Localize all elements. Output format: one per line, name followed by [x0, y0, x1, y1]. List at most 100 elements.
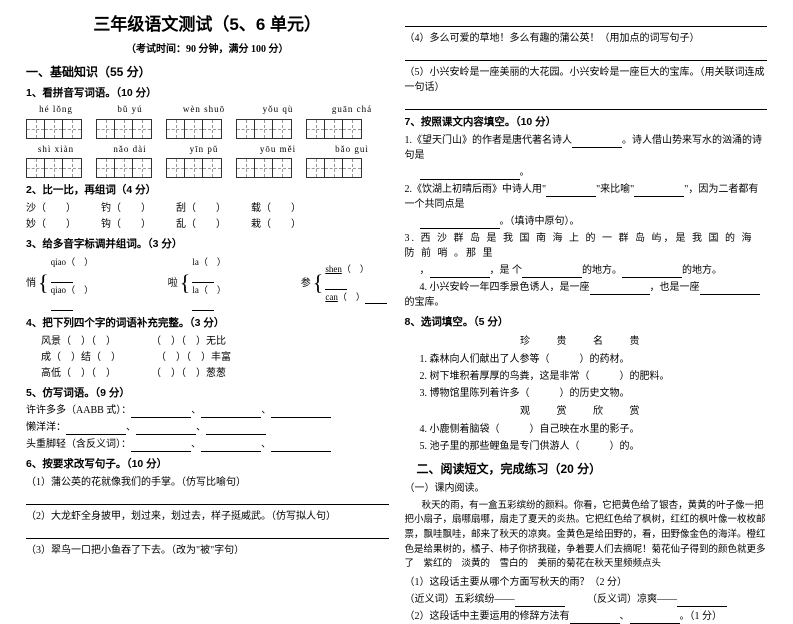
char: 悄 [26, 276, 36, 291]
idiom-blank: 成（ ）结（ ） [26, 350, 121, 365]
left-column: 三年级语文测试（5、6 单元） （考试时间：90 分钟，满分 100 分） 一、… [18, 12, 397, 577]
text: ， [420, 265, 430, 276]
idiom-blank: （ ）（ ）葱葱 [151, 366, 226, 381]
char: 啦 [168, 276, 178, 291]
q7-item: ，，是 个的地方。的地方。 [405, 263, 768, 278]
q7-item: 1.《望天门山》的作者是唐代著名诗人。诗人借山势来写水的汹涌的诗句是 [405, 133, 768, 163]
text: 3. 西 沙 群 岛 是 我 国 南 海 上 的 一 群 岛 屿，是 我 国 的… [405, 233, 754, 259]
text: 。（填诗中原句）。 [500, 216, 580, 227]
q8-item: 5. 池子里的那些鲤鱼是专门供游人（ ）的。 [405, 439, 768, 454]
tian-grid [26, 119, 82, 139]
pinyin-item: yōu měi [248, 143, 308, 157]
pinyin-item: hé lǒng [26, 103, 86, 117]
reading-passage: 秋天的雨，有一盒五彩缤纷的颜料。你看，它把黄色给了银杏，黄黄的叶子像一把把小扇子… [405, 499, 768, 573]
text: 4. 小兴安岭一年四季景色诱人，是一座 [420, 282, 590, 293]
q7-item: 。（填诗中原句）。 [405, 214, 768, 229]
q5-label: 头重脚轻（含反义词）： [26, 439, 131, 450]
q5-line: 许许多多（AABB 式）：、、 [26, 403, 389, 418]
text: 、 [620, 611, 630, 622]
text: 的宝库。 [405, 297, 445, 308]
compare-item: 妙（ ） [26, 217, 76, 232]
brace-icon: { [313, 272, 324, 294]
q5-label: 许许多多（AABB 式）： [26, 405, 131, 416]
compare-item: 乱（ ） [176, 217, 226, 232]
q8-item: 4. 小鹿侧着脑袋（ ）自己映在水里的影子。 [405, 422, 768, 437]
fill-row: 高低（ ）（ ） （ ）（ ）葱葱 [26, 366, 389, 381]
word-choices: 观 赏 欣 赏 [405, 404, 768, 419]
polyphone-item: 参 { shen（ ） can（ ） [301, 263, 389, 305]
compare-item: 刮（ ） [176, 201, 226, 216]
q8-item: 1. 森林向人们献出了人参等（ ）的药材。 [405, 352, 768, 367]
text: 。（1 分） [680, 611, 723, 622]
tian-grid [166, 158, 222, 178]
pinyin: la [192, 257, 199, 267]
q5-line: 懒洋洋：、、 [26, 420, 389, 435]
polyphones-row: 悄 { qiao（ ） qiao（ ） 啦 { la（ ） la（ ） 参 { … [26, 256, 389, 311]
text: "来比喻" [596, 184, 634, 195]
subsection: （一）课内阅读。 [405, 481, 768, 496]
q2-heading: 2、比一比，再组词（4 分） [26, 183, 389, 199]
idiom-blank: （ ）（ ）无比 [151, 334, 226, 349]
q5-line: 头重脚轻（含反义词）：、、 [26, 437, 389, 452]
idiom-blank: （ ）（ ）丰富 [156, 350, 231, 365]
tian-grid [96, 158, 152, 178]
answer-line [26, 528, 389, 539]
q7-item: 2.《饮湖上初晴后雨》中诗人用""来比喻""，因为二者都有一个共同点是 [405, 182, 768, 212]
pinyin-item: shì xiàn [26, 143, 86, 157]
reading-q: （2）这段话中主要运用的修辞方法有 、 。（1 分） [405, 609, 768, 624]
main-title: 三年级语文测试（5、6 单元） [26, 12, 389, 38]
text: （2）这段话中主要运用的修辞方法有 [405, 611, 570, 622]
fill-row: 成（ ）结（ ） （ ）（ ）丰富 [26, 350, 389, 365]
reading-q: （近义词）五彩缤纷—— （反义词）凉爽—— [405, 592, 768, 607]
compare-item: 栽（ ） [251, 217, 301, 232]
q6-item: （3）翠鸟一口把小鱼吞了下去。（改为"被"字句） [26, 543, 389, 558]
tian-grid [236, 158, 292, 178]
idiom-blank: 风景（ ）（ ） [26, 334, 116, 349]
compare-item: 载（ ） [251, 201, 301, 216]
q7-item: 4. 小兴安岭一年四季景色诱人，是一座 ，也是一座的宝库。 [405, 280, 768, 310]
text: （近义词）五彩缤纷—— [405, 594, 515, 605]
pinyin-item: yǒu qù [248, 103, 308, 117]
compare-row: 沙（ ） 钓（ ） 刮（ ） 载（ ） [26, 201, 389, 216]
compare-row: 妙（ ） 钩（ ） 乱（ ） 栽（ ） [26, 217, 389, 232]
text: （反义词）凉爽—— [587, 594, 677, 605]
q8-heading: 8、选词填空。（5 分） [405, 315, 768, 331]
answer-line [405, 50, 768, 61]
pinyin-row-1: hé lǒng bǔ yú wèn shuō yǒu qù guān chá [26, 103, 389, 117]
fill-row: 风景（ ）（ ） （ ）（ ）无比 [26, 334, 389, 349]
brace-icon: { [180, 272, 191, 294]
compare-item: 钓（ ） [101, 201, 151, 216]
tian-grid-row-2 [26, 158, 389, 178]
q7-item: 3. 西 沙 群 岛 是 我 国 南 海 上 的 一 群 岛 屿，是 我 国 的… [405, 231, 768, 261]
tian-grid [306, 119, 362, 139]
tian-grid [96, 119, 152, 139]
tian-grid [306, 158, 362, 178]
q6-item: （1）蒲公英的花就像我们的手掌。（仿写比喻句） [26, 475, 389, 490]
section-2-heading: 二、阅读短文，完成练习（20 分） [405, 460, 768, 478]
q7-heading: 7、按照课文内容填空。（10 分） [405, 115, 768, 131]
q4-heading: 4、把下列四个字的词语补充完整。（3 分） [26, 316, 389, 332]
text: 2.《饮湖上初晴后雨》中诗人用" [405, 184, 547, 195]
pinyin: qiao [51, 257, 67, 267]
polyphone-item: 啦 { la（ ） la（ ） [168, 256, 246, 311]
pinyin-item: bǎo guì [322, 143, 382, 157]
compare-item: 沙（ ） [26, 201, 76, 216]
pinyin-item: nǎo dài [100, 143, 160, 157]
subtitle: （考试时间：90 分钟，满分 100 分） [26, 42, 389, 57]
q6-item: （2）大龙虾全身披甲，划过来，划过去，样子挺威武。（仿写拟人句） [26, 509, 389, 524]
tian-grid [26, 158, 82, 178]
text: ，也是一座 [650, 282, 700, 293]
text: 1.《望天门山》的作者是唐代著名诗人 [405, 135, 573, 146]
polyphone-item: 悄 { qiao（ ） qiao（ ） [26, 256, 113, 311]
pinyin-item: yīn pǔ [174, 143, 234, 157]
answer-line [26, 494, 389, 505]
q6-item: （5）小兴安岭是一座美丽的大花园。小兴安岭是一座巨大的宝库。（用关联词连成一句话… [405, 65, 768, 95]
text: ，是 个 [490, 265, 523, 276]
text: 的地方。 [582, 265, 622, 276]
q6-heading: 6、按要求改写句子。（10 分） [26, 457, 389, 473]
reading-q: （1）这段话主要从哪个方面写秋天的雨？（2 分） [405, 575, 768, 590]
answer-line [405, 16, 768, 27]
q5-heading: 5、仿写词语。（9 分） [26, 386, 389, 402]
q6-item: （4）多么可爱的草地！多么有趣的蒲公英！（用加点的词写句子） [405, 31, 768, 46]
q1-heading: 1、看拼音写词语。（10 分） [26, 86, 389, 102]
